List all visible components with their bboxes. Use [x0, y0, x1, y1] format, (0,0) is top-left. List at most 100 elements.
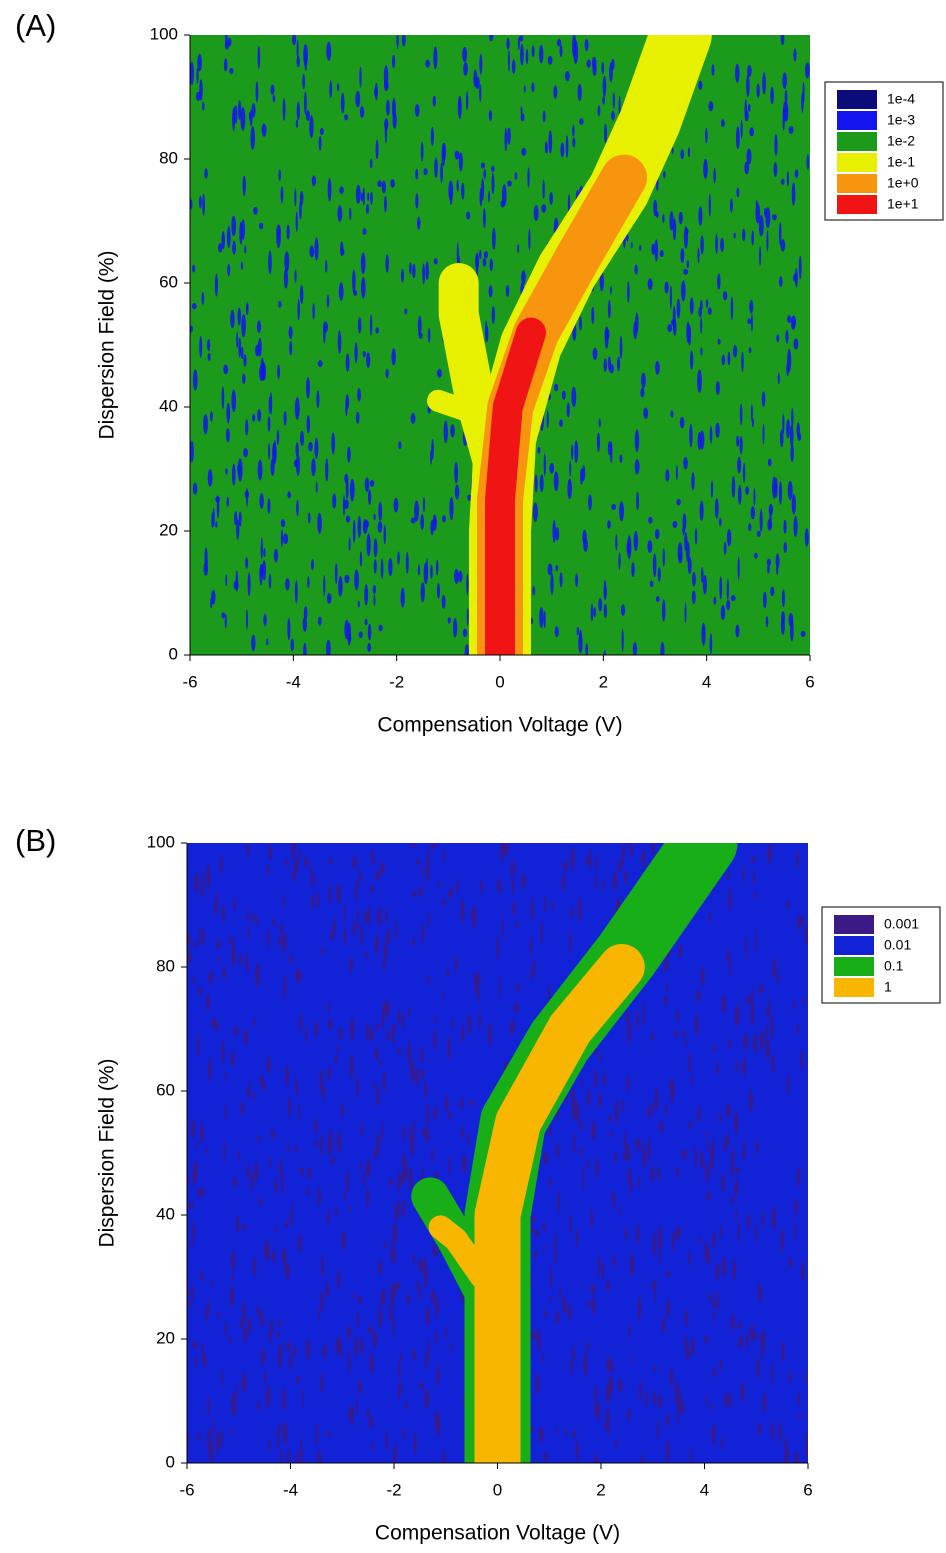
noise-speck [462, 46, 468, 63]
noise-speck [625, 1010, 630, 1028]
noise-speck [327, 1288, 330, 1298]
noise-speck [257, 1135, 261, 1143]
noise-speck [205, 993, 210, 1011]
noise-speck [379, 1059, 382, 1067]
noise-speck [315, 1423, 319, 1447]
noise-speck [443, 850, 446, 861]
noise-speck [404, 1162, 408, 1182]
noise-speck [709, 425, 713, 444]
noise-speck [793, 1199, 798, 1215]
noise-speck [253, 206, 258, 215]
noise-speck [311, 175, 316, 187]
noise-speck [467, 494, 472, 501]
noise-speck [603, 649, 606, 655]
noise-speck [793, 338, 799, 350]
noise-speck [507, 127, 511, 145]
noise-speck [687, 556, 692, 575]
noise-speck [771, 1206, 777, 1231]
noise-speck [652, 553, 657, 578]
noise-speck [256, 916, 259, 926]
noise-speck [517, 37, 520, 50]
noise-speck [634, 459, 640, 475]
noise-speck [381, 1010, 385, 1029]
noise-speck [699, 500, 704, 521]
noise-speck [369, 314, 373, 336]
noise-speck [221, 386, 225, 409]
noise-speck [347, 446, 351, 463]
noise-speck [802, 997, 805, 1007]
noise-speck [394, 918, 398, 941]
noise-speck [658, 1239, 661, 1264]
noise-speck [192, 976, 196, 984]
noise-speck [603, 603, 607, 619]
noise-speck [700, 566, 704, 583]
noise-speck [392, 1315, 395, 1336]
noise-speck [725, 1102, 731, 1119]
noise-speck [540, 920, 543, 945]
noise-speck [746, 74, 750, 98]
noise-speck [621, 1099, 624, 1114]
noise-speck [731, 476, 736, 499]
noise-speck [675, 1166, 680, 1177]
noise-speck [201, 1186, 205, 1197]
noise-speck [579, 468, 584, 485]
noise-speck [596, 432, 601, 452]
noise-speck [629, 1354, 632, 1364]
noise-speck [415, 168, 419, 180]
noise-speck [264, 1239, 270, 1262]
noise-speck [760, 1331, 765, 1346]
noise-speck [684, 602, 687, 624]
noise-speck [417, 1258, 423, 1272]
noise-speck [192, 1340, 198, 1350]
noise-speck [288, 1097, 292, 1118]
noise-speck [801, 92, 804, 113]
noise-speck [282, 1341, 285, 1352]
noise-speck [632, 642, 638, 655]
noise-speck [529, 937, 533, 956]
noise-speck [462, 628, 468, 638]
noise-speck [257, 337, 262, 357]
noise-speck [649, 580, 654, 588]
noise-speck [266, 864, 270, 875]
noise-speck [529, 1426, 535, 1433]
noise-speck [601, 1262, 605, 1280]
noise-speck [707, 912, 711, 923]
noise-speck [187, 1176, 190, 1185]
noise-speck [655, 211, 659, 219]
noise-speck [277, 364, 281, 380]
noise-speck [408, 1125, 412, 1141]
noise-speck [355, 411, 360, 424]
noise-speck [436, 582, 440, 599]
noise-speck [238, 337, 242, 358]
noise-speck [728, 1038, 732, 1050]
noise-speck [424, 1128, 430, 1143]
noise-speck [507, 180, 512, 187]
noise-speck [370, 191, 373, 205]
noise-speck [514, 172, 518, 180]
noise-speck [669, 1368, 674, 1386]
noise-speck [386, 929, 391, 944]
noise-speck [231, 215, 237, 237]
noise-speck [305, 1339, 311, 1360]
noise-speck [267, 498, 271, 515]
noise-speck [454, 955, 458, 972]
noise-speck [627, 281, 630, 303]
noise-speck [240, 107, 246, 131]
noise-speck [558, 1283, 562, 1301]
noise-speck [256, 1306, 261, 1317]
noise-speck [279, 923, 283, 934]
noise-speck [756, 1357, 761, 1379]
noise-speck [334, 1055, 339, 1064]
noise-speck [642, 1145, 646, 1169]
noise-speck [226, 225, 231, 249]
noise-speck [280, 529, 284, 548]
noise-speck [422, 497, 426, 513]
noise-speck [781, 611, 786, 624]
noise-speck [653, 1364, 657, 1373]
noise-speck [246, 843, 251, 859]
noise-speck [212, 1417, 215, 1440]
noise-speck [400, 268, 405, 283]
noise-speck [383, 525, 386, 545]
noise-speck [436, 1369, 439, 1389]
noise-speck [799, 1049, 803, 1070]
